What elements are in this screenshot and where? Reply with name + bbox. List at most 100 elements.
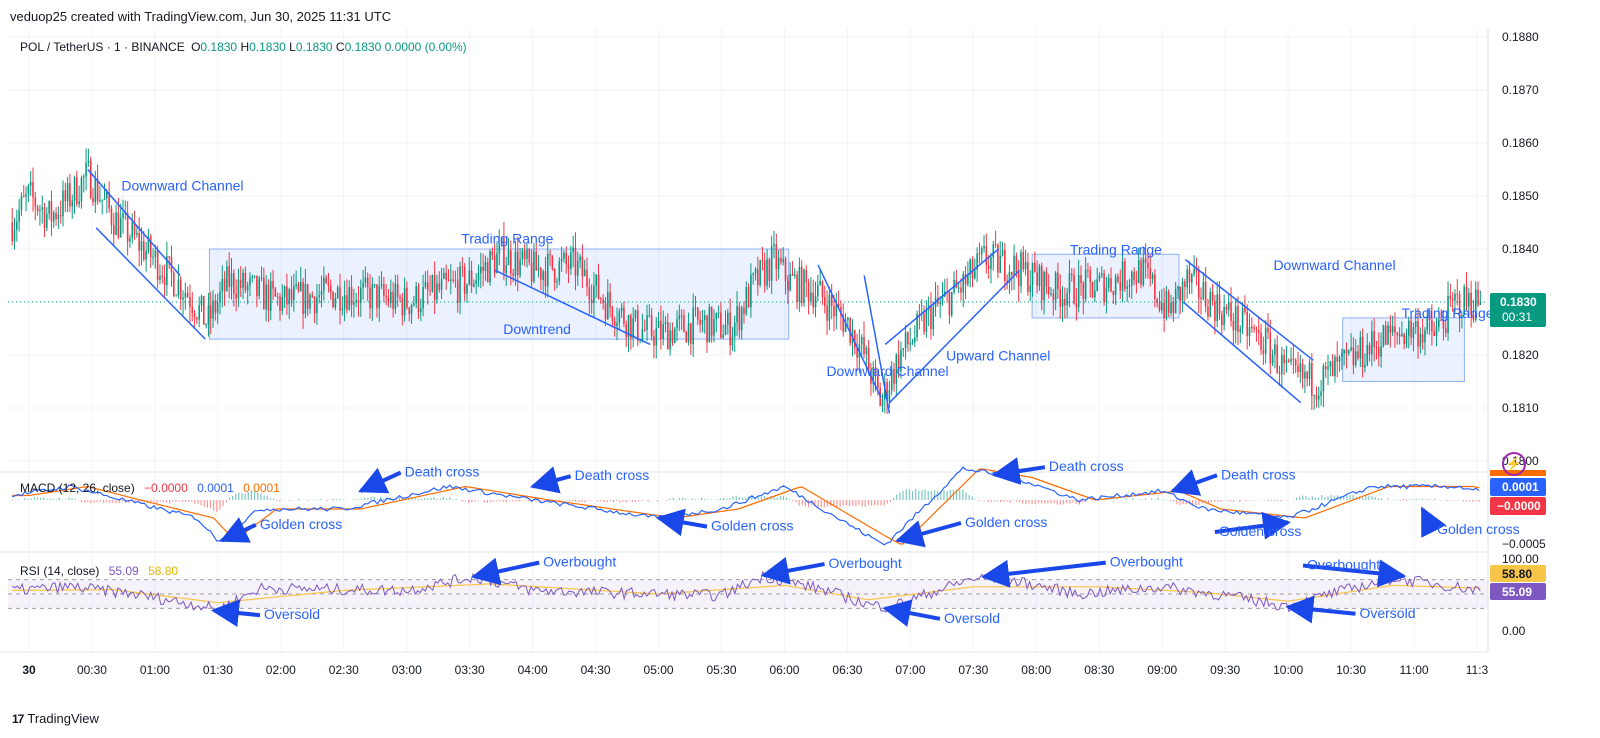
candle-body bbox=[761, 260, 764, 262]
candle-body bbox=[419, 308, 422, 313]
brand-footer[interactable]: 17 TradingView bbox=[12, 711, 99, 726]
candle-body bbox=[112, 225, 115, 235]
rsi-legend[interactable]: RSI (14, close) 55.09 58.80 bbox=[20, 564, 178, 578]
candle-body bbox=[459, 266, 461, 303]
candle-body bbox=[1343, 349, 1345, 354]
candle-body bbox=[595, 274, 598, 286]
candle-body bbox=[486, 262, 489, 283]
price-annotation: Upward Channel bbox=[946, 347, 1050, 363]
candle-body bbox=[1022, 252, 1025, 270]
candle-body bbox=[685, 332, 688, 343]
candle-body bbox=[126, 212, 129, 242]
candle-body bbox=[1133, 271, 1135, 281]
candle-body bbox=[1006, 280, 1008, 283]
candle-body bbox=[173, 272, 175, 296]
time-axis-label: 10:00 bbox=[1273, 663, 1303, 677]
candle-body bbox=[1179, 286, 1182, 302]
candle-body bbox=[863, 337, 865, 355]
candle-body bbox=[1084, 269, 1087, 300]
candle-body bbox=[355, 300, 357, 303]
candle-body bbox=[775, 244, 778, 270]
macd-hist-value: −0.0000 bbox=[144, 481, 188, 495]
candle-body bbox=[1010, 271, 1013, 276]
candle-body bbox=[540, 267, 542, 280]
candle-body bbox=[738, 306, 741, 331]
candle-body bbox=[853, 330, 856, 349]
candle-body bbox=[817, 285, 819, 296]
candle-body bbox=[715, 312, 718, 320]
candle-body bbox=[1082, 282, 1085, 300]
price-annotation: Downtrend bbox=[503, 321, 571, 337]
candle-body bbox=[1426, 316, 1429, 331]
candle-body bbox=[572, 247, 574, 253]
candle-body bbox=[549, 253, 551, 256]
candle-body bbox=[438, 283, 441, 290]
candle-body bbox=[627, 315, 630, 338]
candle-body bbox=[710, 306, 713, 336]
trend-line bbox=[87, 169, 181, 276]
candle-body bbox=[410, 304, 413, 314]
macd-signal-value: 0.0001 bbox=[243, 481, 280, 495]
candle-body bbox=[1371, 331, 1373, 355]
rsi-ma-badge bbox=[1490, 565, 1546, 582]
last-price-text: 0.1830 bbox=[1500, 295, 1537, 309]
candle-body bbox=[593, 285, 595, 304]
candle-body bbox=[544, 271, 547, 287]
candle-body bbox=[752, 273, 755, 275]
candle-body bbox=[516, 251, 519, 276]
candle-body bbox=[697, 307, 699, 320]
rsi-annotation: Overbought bbox=[1307, 557, 1380, 573]
candle-body bbox=[634, 310, 637, 318]
candle-body bbox=[256, 275, 258, 297]
candle-body bbox=[482, 266, 484, 271]
candle-body bbox=[477, 273, 480, 281]
macd-legend[interactable]: MACD (12, 26, close) −0.0000 0.0001 0.00… bbox=[20, 481, 280, 495]
candle-body bbox=[932, 306, 935, 330]
candle-body bbox=[480, 266, 482, 274]
candle-body bbox=[1292, 358, 1295, 361]
candle-body bbox=[290, 289, 293, 301]
candle-body bbox=[1140, 260, 1142, 285]
price-annotation: Trading Range bbox=[461, 231, 553, 247]
candle-body bbox=[1149, 267, 1152, 280]
candle-body bbox=[309, 294, 311, 309]
candle-body bbox=[36, 207, 39, 211]
candle-body bbox=[64, 190, 67, 202]
candle-body bbox=[413, 303, 415, 305]
candle-body bbox=[773, 244, 775, 247]
candle-body bbox=[1444, 328, 1447, 334]
symbol-label[interactable]: POL / TetherUS · 1 · BINANCE bbox=[20, 40, 185, 54]
candle-body bbox=[108, 192, 110, 209]
candle-body bbox=[1276, 344, 1279, 373]
candle-body bbox=[1306, 371, 1309, 379]
time-axis-label: 06:30 bbox=[832, 663, 862, 677]
candle-body bbox=[1472, 314, 1475, 320]
candle-body bbox=[392, 291, 394, 309]
candle-body bbox=[1047, 286, 1050, 294]
candle-body bbox=[833, 305, 835, 317]
candle-body bbox=[101, 199, 104, 201]
candle-body bbox=[664, 322, 667, 324]
candle-body bbox=[417, 286, 420, 313]
candle-body bbox=[103, 197, 106, 200]
candle-body bbox=[452, 279, 454, 281]
rsi-line bbox=[11, 570, 1481, 614]
time-axis-label: 04:30 bbox=[581, 663, 611, 677]
rsi-ma-value: 58.80 bbox=[148, 564, 179, 578]
candle-body bbox=[643, 329, 646, 331]
trend-line bbox=[1182, 301, 1302, 404]
candle-body bbox=[221, 278, 224, 292]
candle-body bbox=[325, 277, 327, 284]
candle-body bbox=[768, 259, 771, 281]
candle-body bbox=[362, 282, 364, 288]
candle-body bbox=[872, 367, 875, 385]
candle-body bbox=[48, 201, 50, 214]
candle-body bbox=[433, 275, 436, 300]
candle-body bbox=[1412, 327, 1415, 338]
lightning-icon[interactable]: ⚡ bbox=[1502, 452, 1526, 476]
candle-body bbox=[1398, 334, 1401, 337]
candle-body bbox=[1087, 269, 1089, 271]
candle-body bbox=[1234, 306, 1237, 331]
macd-annotation: Death cross bbox=[405, 464, 480, 480]
